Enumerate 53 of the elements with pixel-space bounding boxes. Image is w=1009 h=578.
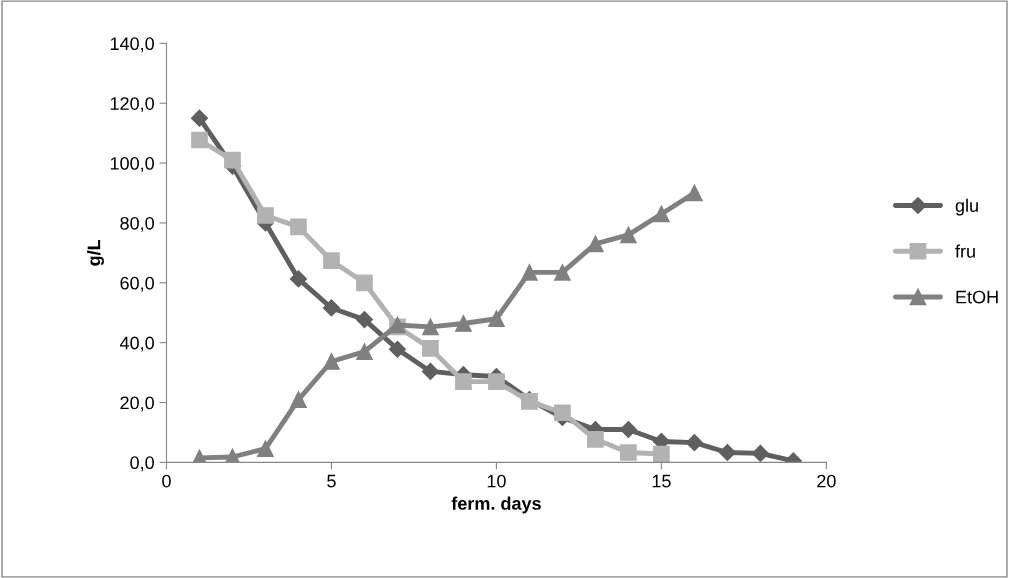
point xyxy=(290,218,307,236)
point xyxy=(488,373,505,390)
point xyxy=(653,205,670,223)
legend-label: EtOH xyxy=(956,290,998,304)
point xyxy=(190,109,209,127)
y-tick-label: 100,0 xyxy=(110,157,154,172)
point xyxy=(224,151,241,169)
point xyxy=(554,263,571,281)
point xyxy=(587,431,604,448)
point xyxy=(191,131,208,149)
y-tick-label: 80,0 xyxy=(120,216,154,232)
y-tick-label: 140,0 xyxy=(110,37,154,53)
point xyxy=(422,318,439,336)
point xyxy=(322,299,341,317)
y-tick-label: 20,0 xyxy=(120,396,154,412)
y-axis-title: g/L xyxy=(87,239,104,266)
point xyxy=(289,270,308,288)
point xyxy=(653,445,670,463)
x-axis-title: ferm. days xyxy=(451,496,541,514)
point xyxy=(356,343,373,360)
x-tick-label: 15 xyxy=(652,474,671,488)
point xyxy=(521,263,538,281)
x-tick-label: 5 xyxy=(327,474,336,488)
point xyxy=(257,207,274,224)
point xyxy=(455,315,472,332)
point xyxy=(455,373,472,390)
point xyxy=(323,252,340,269)
point xyxy=(488,310,505,328)
point xyxy=(422,340,439,357)
y-tick-label: 40,0 xyxy=(119,336,154,352)
x-tick-label: 0 xyxy=(162,474,171,488)
point xyxy=(290,391,307,408)
point xyxy=(355,311,374,329)
point xyxy=(686,184,703,202)
point xyxy=(554,404,571,422)
point xyxy=(421,362,439,380)
point xyxy=(620,444,637,461)
point xyxy=(388,340,406,358)
point xyxy=(323,353,340,370)
y-tick-label: 0,0 xyxy=(130,456,154,472)
point xyxy=(356,274,373,292)
y-tick-label: 120,0 xyxy=(110,97,154,113)
legend-label: glu xyxy=(955,198,978,216)
x-tick-label: 10 xyxy=(487,474,506,488)
point xyxy=(257,440,274,457)
point xyxy=(751,444,769,462)
point xyxy=(718,443,736,462)
x-tick-label: 20 xyxy=(817,474,836,488)
point xyxy=(620,226,637,244)
legend-label: fru xyxy=(955,244,975,258)
point xyxy=(685,434,703,452)
point xyxy=(587,235,604,253)
y-tick-label: 60,0 xyxy=(120,276,154,292)
